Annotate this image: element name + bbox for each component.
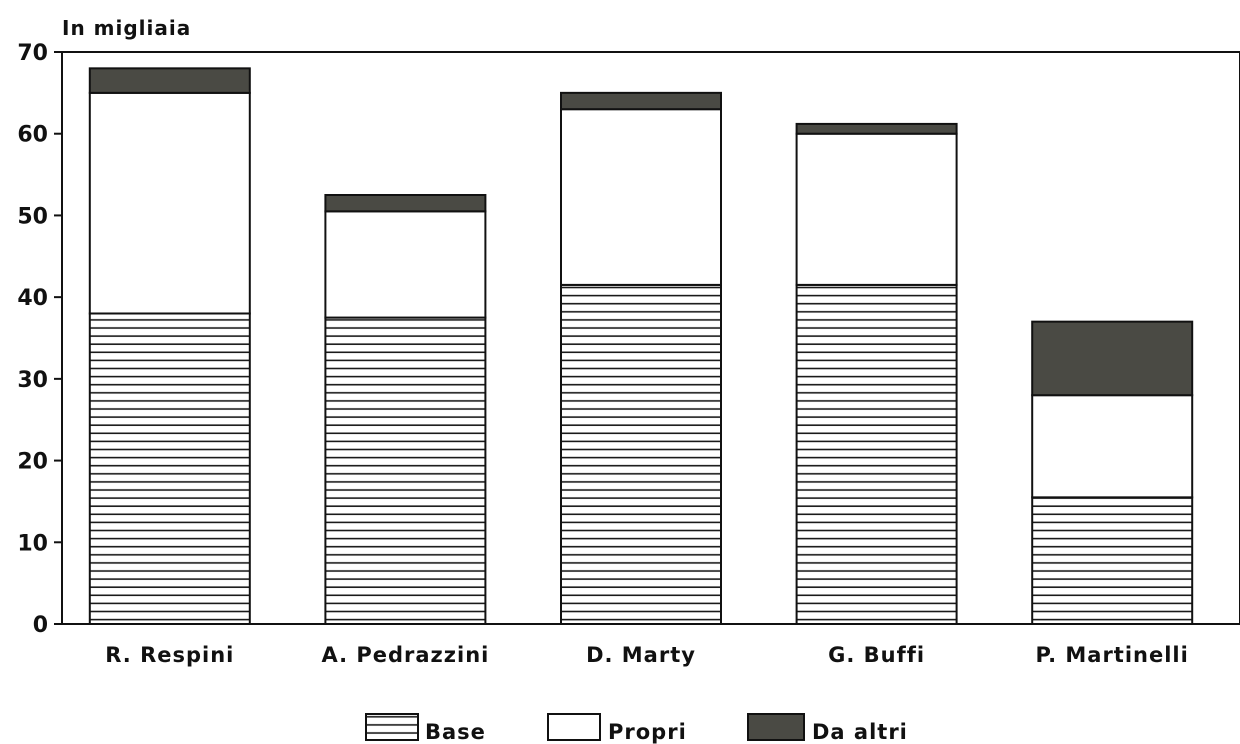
- legend-item-propri: Propri: [547, 713, 687, 744]
- legend-swatch-propri: [547, 713, 601, 741]
- unit-label: In migliaia: [62, 16, 191, 40]
- bar-segment-propri: [795, 132, 958, 286]
- bar-segment-base: [324, 316, 487, 625]
- legend-swatch-base: [365, 713, 419, 741]
- y-axis-ticks: 0 10 20 30 40 50 60 70: [17, 41, 62, 638]
- bar-stack: [1031, 320, 1194, 626]
- bar-stack: [560, 91, 722, 625]
- y-tick-label: 60: [17, 123, 48, 148]
- legend-label-base: Base: [425, 720, 486, 744]
- bar-segment-base: [560, 283, 722, 625]
- legend-label-propri: Propri: [608, 720, 687, 744]
- x-axis-labels: R. Respini A. Pedrazzini D. Marty G. Buffi P…: [105, 643, 1189, 667]
- y-tick-label: 40: [17, 286, 48, 311]
- bar-segment-propri: [88, 91, 251, 315]
- y-tick-label: 50: [17, 204, 48, 229]
- x-tick-label: R. Respini: [105, 643, 234, 667]
- bar-segment-propri: [324, 210, 487, 319]
- y-tick-label: 20: [17, 450, 48, 475]
- bar-segment-base: [1031, 496, 1194, 626]
- bar-segment-da-altri: [560, 91, 722, 111]
- bar-segment-da-altri: [795, 122, 958, 135]
- y-tick-label: 10: [17, 531, 48, 556]
- y-tick-label: 70: [17, 41, 48, 66]
- bar-stack: [795, 122, 958, 625]
- bar-segment-base: [795, 283, 958, 625]
- bar-segment-propri: [560, 108, 722, 286]
- legend-item-da-altri: Da altri: [747, 713, 908, 744]
- plot-frame: [61, 51, 1240, 625]
- legend: Base Propri Da altri: [365, 713, 908, 744]
- bar-segment-da-altri: [88, 67, 251, 94]
- bar-segment-propri: [1031, 394, 1194, 499]
- x-tick-label: G. Buffi: [828, 643, 925, 667]
- legend-item-base: Base: [365, 713, 486, 744]
- bar-segment-da-altri: [1031, 320, 1194, 397]
- x-tick-label: D. Marty: [586, 643, 696, 667]
- bar-stack: [324, 194, 487, 625]
- x-tick-label: A. Pedrazzini: [321, 643, 489, 667]
- legend-label-da-altri: Da altri: [812, 720, 908, 744]
- x-tick-label: P. Martinelli: [1036, 643, 1189, 667]
- legend-swatch-da-altri: [747, 713, 805, 741]
- bar-segment-base: [88, 312, 251, 625]
- y-tick-label: 30: [17, 368, 48, 393]
- bar-segment-da-altri: [324, 194, 487, 213]
- bars: [88, 67, 1194, 626]
- y-tick-label: 0: [33, 613, 48, 638]
- bar-stack: [88, 67, 251, 625]
